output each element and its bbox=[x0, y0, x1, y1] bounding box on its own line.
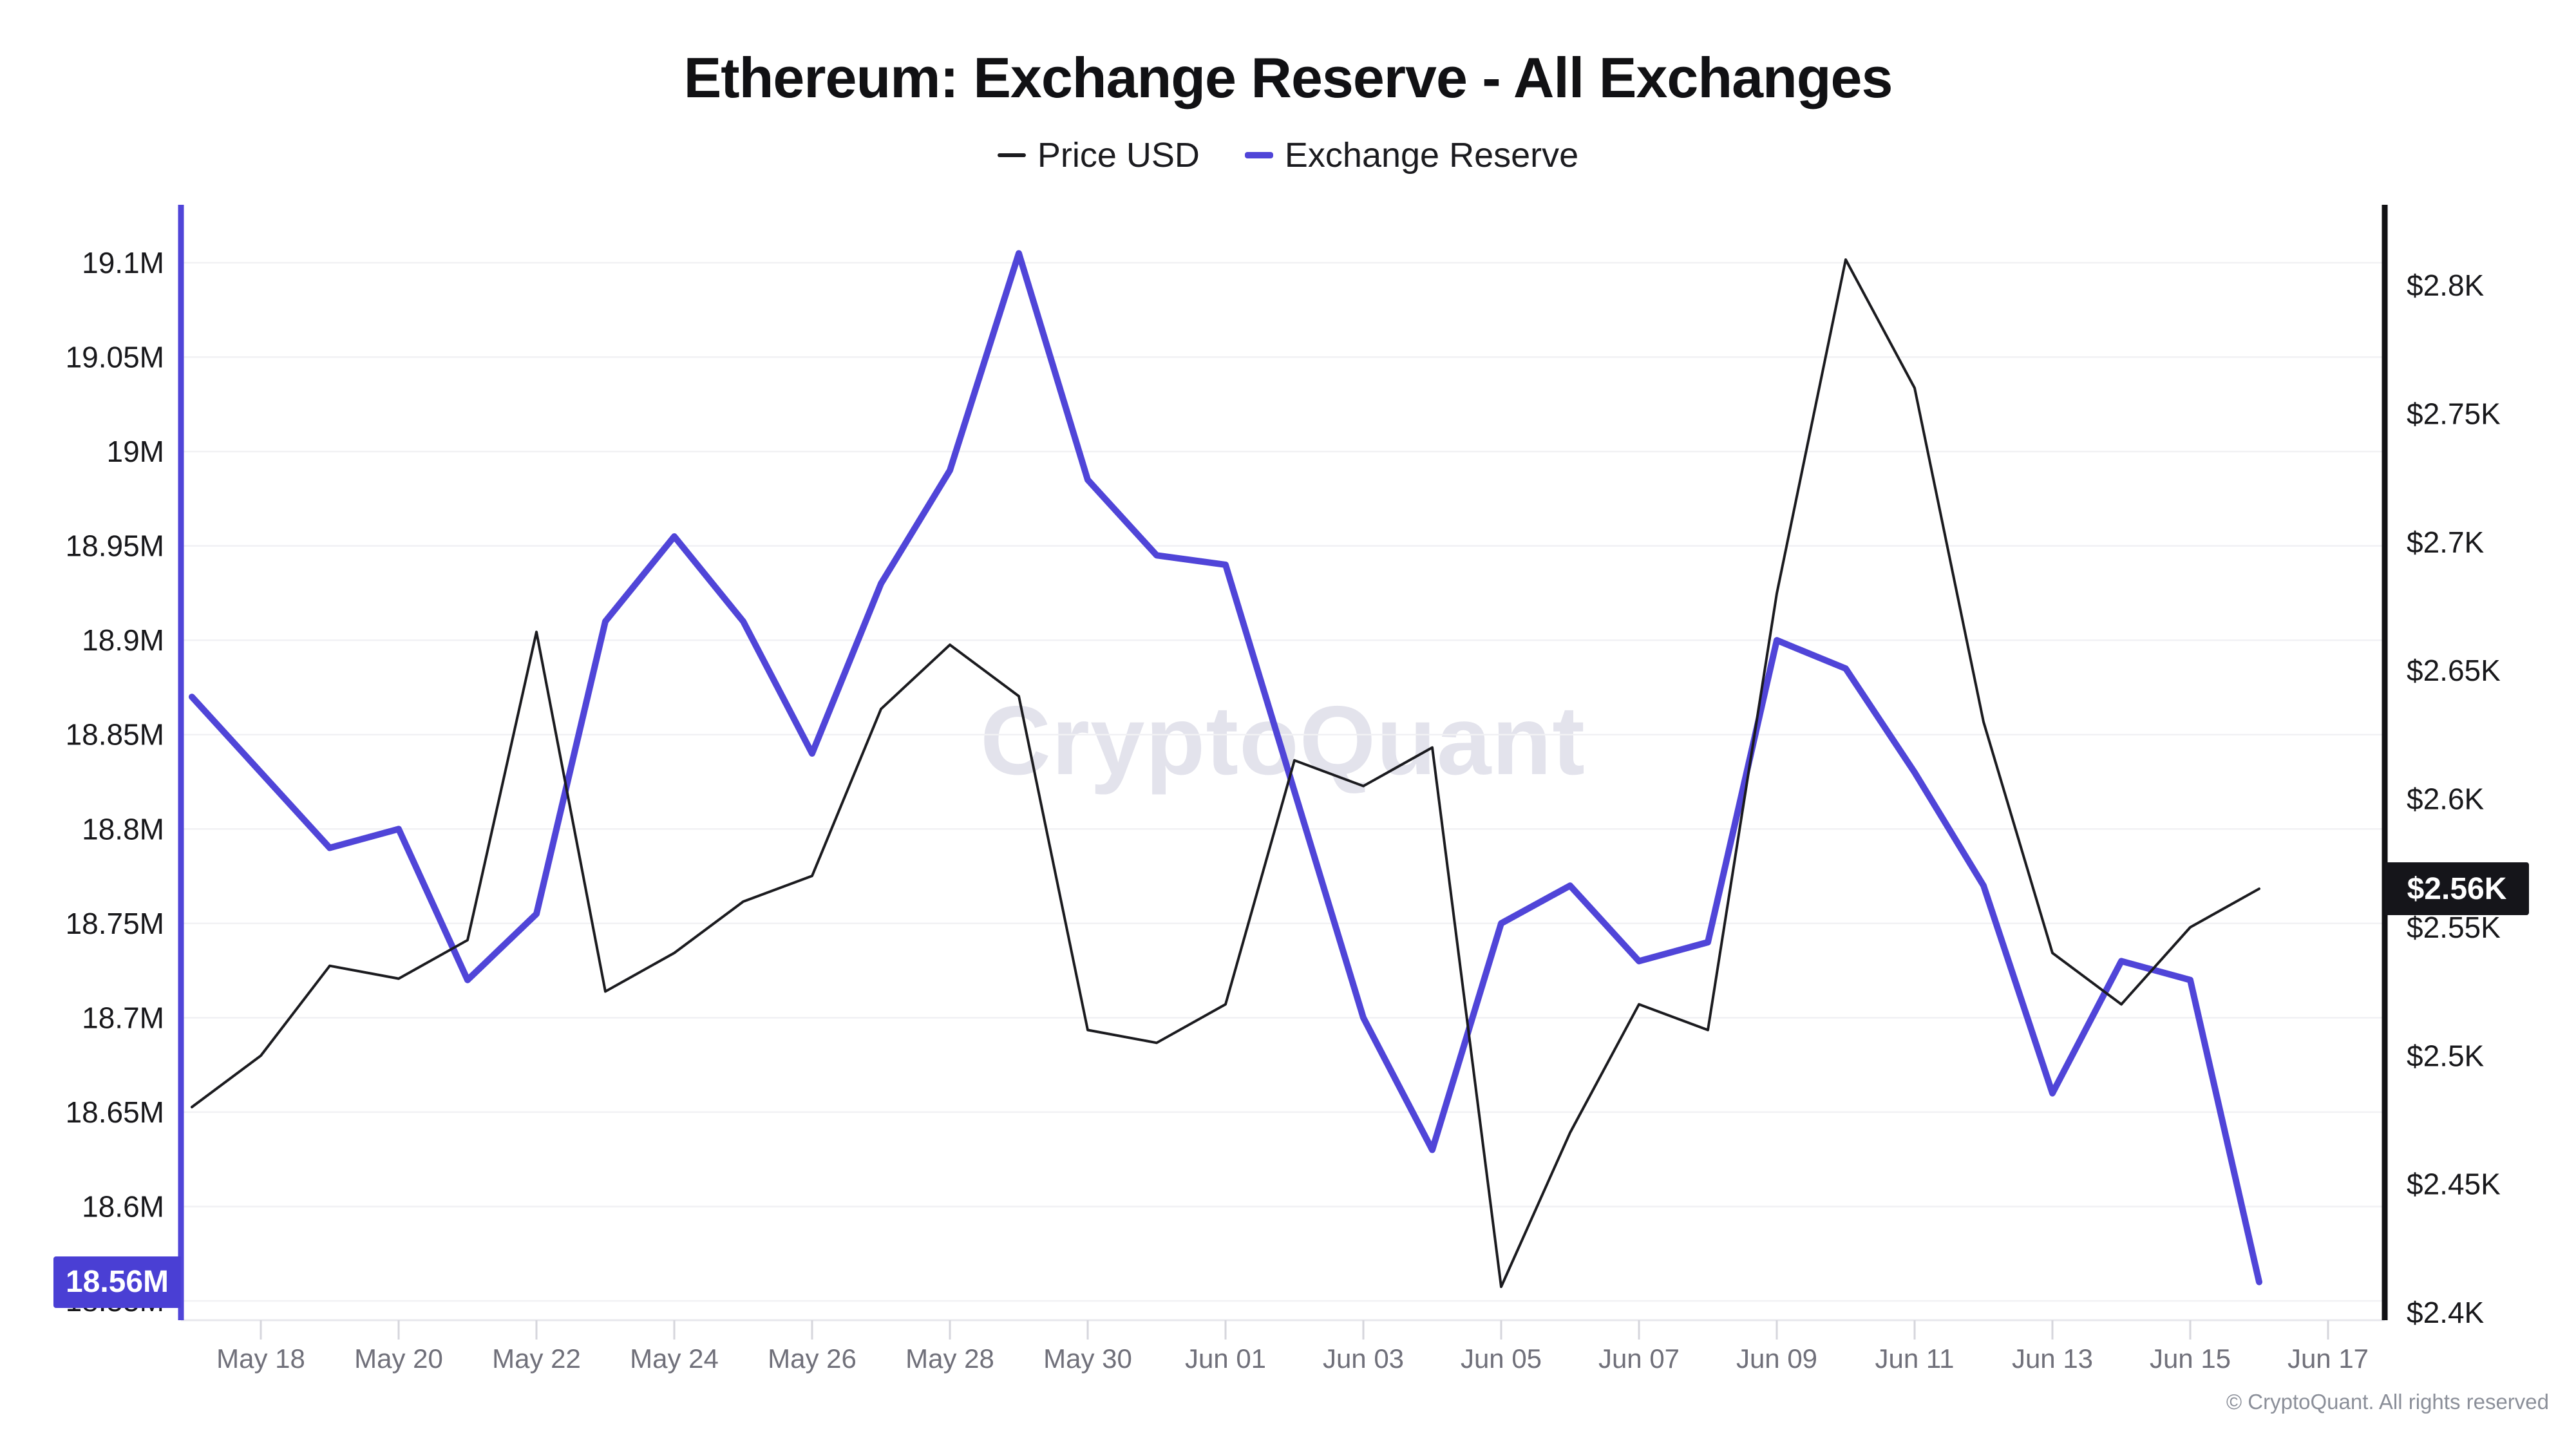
x-axis-tick-label: May 26 bbox=[768, 1343, 857, 1374]
right-axis-tick-label: $2.5K bbox=[2407, 1039, 2485, 1072]
x-axis-tick-label: May 24 bbox=[630, 1343, 719, 1374]
exchange-reserve-line bbox=[189, 250, 2262, 1285]
left-axis-tick-label: 18.7M bbox=[82, 1001, 164, 1034]
price-badge-text: $2.56K bbox=[2407, 871, 2507, 906]
copyright-notice: © CryptoQuant. All rights reserved bbox=[2226, 1390, 2549, 1414]
chart-title: Ethereum: Exchange Reserve - All Exchang… bbox=[683, 46, 1893, 109]
x-axis-tick-label: Jun 07 bbox=[1598, 1343, 1680, 1374]
x-axis-tick-label: Jun 01 bbox=[1185, 1343, 1266, 1374]
chart-legend: Price USD Exchange Reserve bbox=[0, 135, 2576, 175]
x-axis-tick-label: Jun 13 bbox=[2012, 1343, 2093, 1374]
price-current-value-badge: $2.56K bbox=[2385, 862, 2529, 916]
legend-label-reserve: Exchange Reserve bbox=[1284, 136, 1579, 175]
left-axis-tick-label: 18.9M bbox=[82, 623, 164, 657]
left-axis-tick-label: 19.05M bbox=[66, 341, 164, 374]
left-axis-tick-label: 18.65M bbox=[66, 1095, 164, 1129]
left-axis-tick-label: 18.75M bbox=[66, 907, 164, 940]
chart-header: Ethereum: Exchange Reserve - All Exchang… bbox=[0, 0, 2576, 175]
right-axis-tick-label: $2.8K bbox=[2407, 269, 2485, 302]
x-axis-tick-label: Jun 17 bbox=[2287, 1343, 2369, 1374]
left-axis-tick-label: 18.85M bbox=[66, 718, 164, 752]
left-axis-tick-label: 18.6M bbox=[82, 1189, 164, 1223]
x-axis-tick-label: Jun 15 bbox=[2150, 1343, 2231, 1374]
watermark-logo: CryptoQuant bbox=[832, 681, 1734, 800]
right-axis-tick-label: $2.7K bbox=[2407, 526, 2485, 559]
x-axis-tick-label: Jun 03 bbox=[1323, 1343, 1404, 1374]
x-axis-tick-label: May 18 bbox=[216, 1343, 305, 1374]
legend-item-price[interactable]: Price USD bbox=[997, 135, 1200, 175]
price-usd-line bbox=[191, 258, 2260, 1289]
left-axis-tick-label: 19M bbox=[107, 435, 164, 468]
left-axis-tick-label: 19.1M bbox=[82, 246, 164, 279]
right-axis-tick-label: $2.45K bbox=[2407, 1168, 2501, 1201]
x-axis-tick-label: Jun 11 bbox=[1875, 1343, 1955, 1374]
right-axis-tick-label: $2.4K bbox=[2407, 1296, 2485, 1329]
reserve-badge-text: 18.56M bbox=[65, 1265, 169, 1300]
legend-item-reserve[interactable]: Exchange Reserve bbox=[1244, 135, 1579, 175]
x-axis-tick-label: May 22 bbox=[492, 1343, 581, 1374]
x-axis-tick-label: May 28 bbox=[905, 1343, 994, 1374]
right-axis-tick-label: $2.55K bbox=[2407, 911, 2501, 944]
x-axis-tick-label: Jun 05 bbox=[1461, 1343, 1542, 1374]
left-axis-tick-label: 18.8M bbox=[82, 812, 164, 846]
legend-label-price: Price USD bbox=[1037, 136, 1200, 175]
left-axis-tick-label: 18.95M bbox=[66, 529, 164, 563]
reserve-legend-swatch-icon bbox=[1244, 152, 1273, 158]
x-axis-tick-label: May 30 bbox=[1043, 1343, 1132, 1374]
right-axis-tick-label: $2.65K bbox=[2407, 654, 2501, 687]
right-axis-tick-label: $2.6K bbox=[2407, 782, 2485, 816]
x-axis-tick-label: Jun 09 bbox=[1736, 1343, 1817, 1374]
reserve-current-value-badge: 18.56M bbox=[53, 1256, 181, 1308]
price-legend-swatch-icon bbox=[997, 153, 1026, 157]
x-axis-tick-label: May 20 bbox=[354, 1343, 443, 1374]
right-axis-tick-label: $2.75K bbox=[2407, 397, 2501, 430]
